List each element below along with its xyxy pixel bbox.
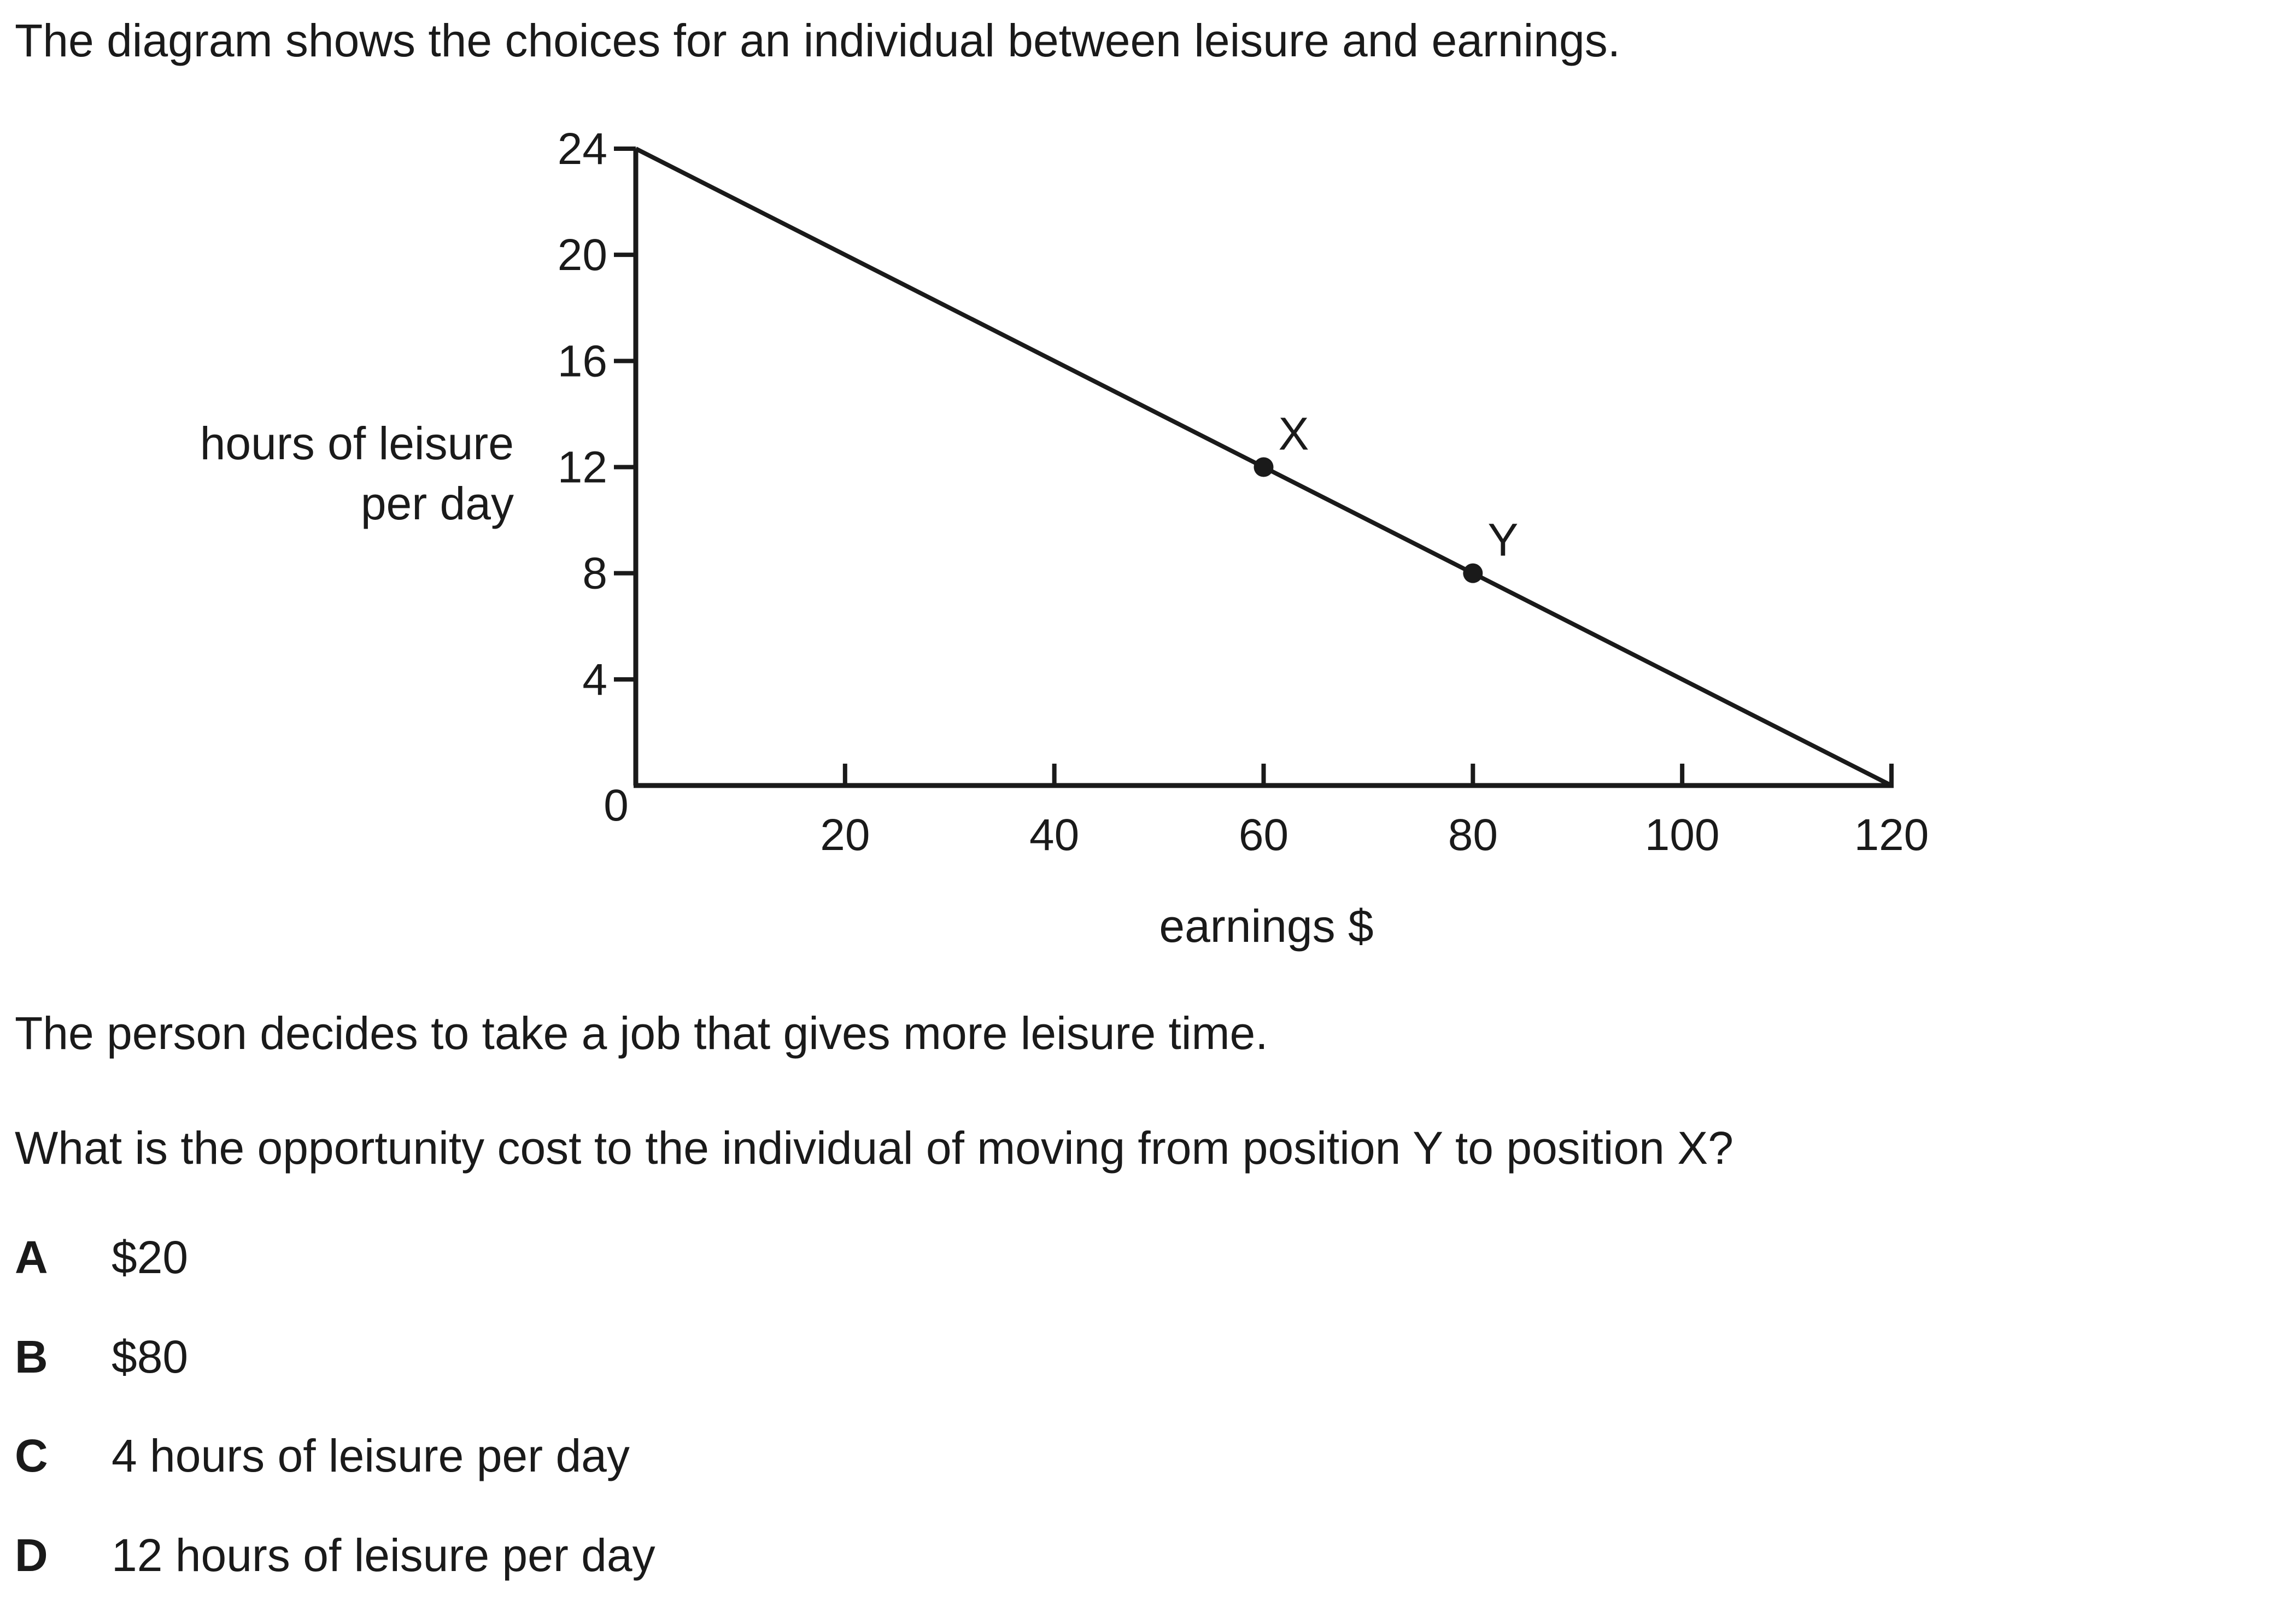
x-tick-label: 60 [1239,810,1288,860]
point-y [1463,563,1483,583]
point-x [1254,457,1274,477]
y-tick-label: 24 [558,124,607,174]
x-tick-label: 20 [820,810,870,860]
y-tick-label: 4 [582,655,607,705]
point-label-y: Y [1487,514,1518,566]
option-text: $80 [112,1331,189,1382]
leisure-earnings-chart: 4 8 12 16 20 24 20 40 60 80 100 120 0 earnings $ hours… [200,124,1929,952]
x-tick-label: 40 [1029,810,1079,860]
y-tick-label: 20 [558,230,607,280]
statement-text: The person decides to take a job that gi… [15,1007,1268,1059]
option-letter: D [15,1529,48,1581]
question-text: What is the opportunity cost to the indi… [15,1122,1733,1174]
option-text: $20 [112,1232,189,1283]
y-tick-label: 8 [582,549,607,599]
y-tick-label: 16 [558,336,607,386]
y-tick-label: 12 [558,443,607,493]
x-tick-label: 120 [1854,810,1929,860]
option-letter: C [15,1430,48,1481]
y-axis-label: hours of leisure [200,418,514,469]
origin-label: 0 [604,781,629,830]
x-tick-label: 100 [1645,810,1720,860]
intro-text: The diagram shows the choices for an ind… [15,15,1621,66]
x-tick-label: 80 [1448,810,1498,860]
option-text: 12 hours of leisure per day [112,1529,655,1581]
x-axis-label: earnings $ [1159,900,1373,952]
point-label-x: X [1278,408,1309,460]
option-text: 4 hours of leisure per day [112,1430,630,1481]
option-letter: A [15,1232,48,1283]
option-letter: B [15,1331,48,1382]
y-axis-label: per day [361,478,514,529]
